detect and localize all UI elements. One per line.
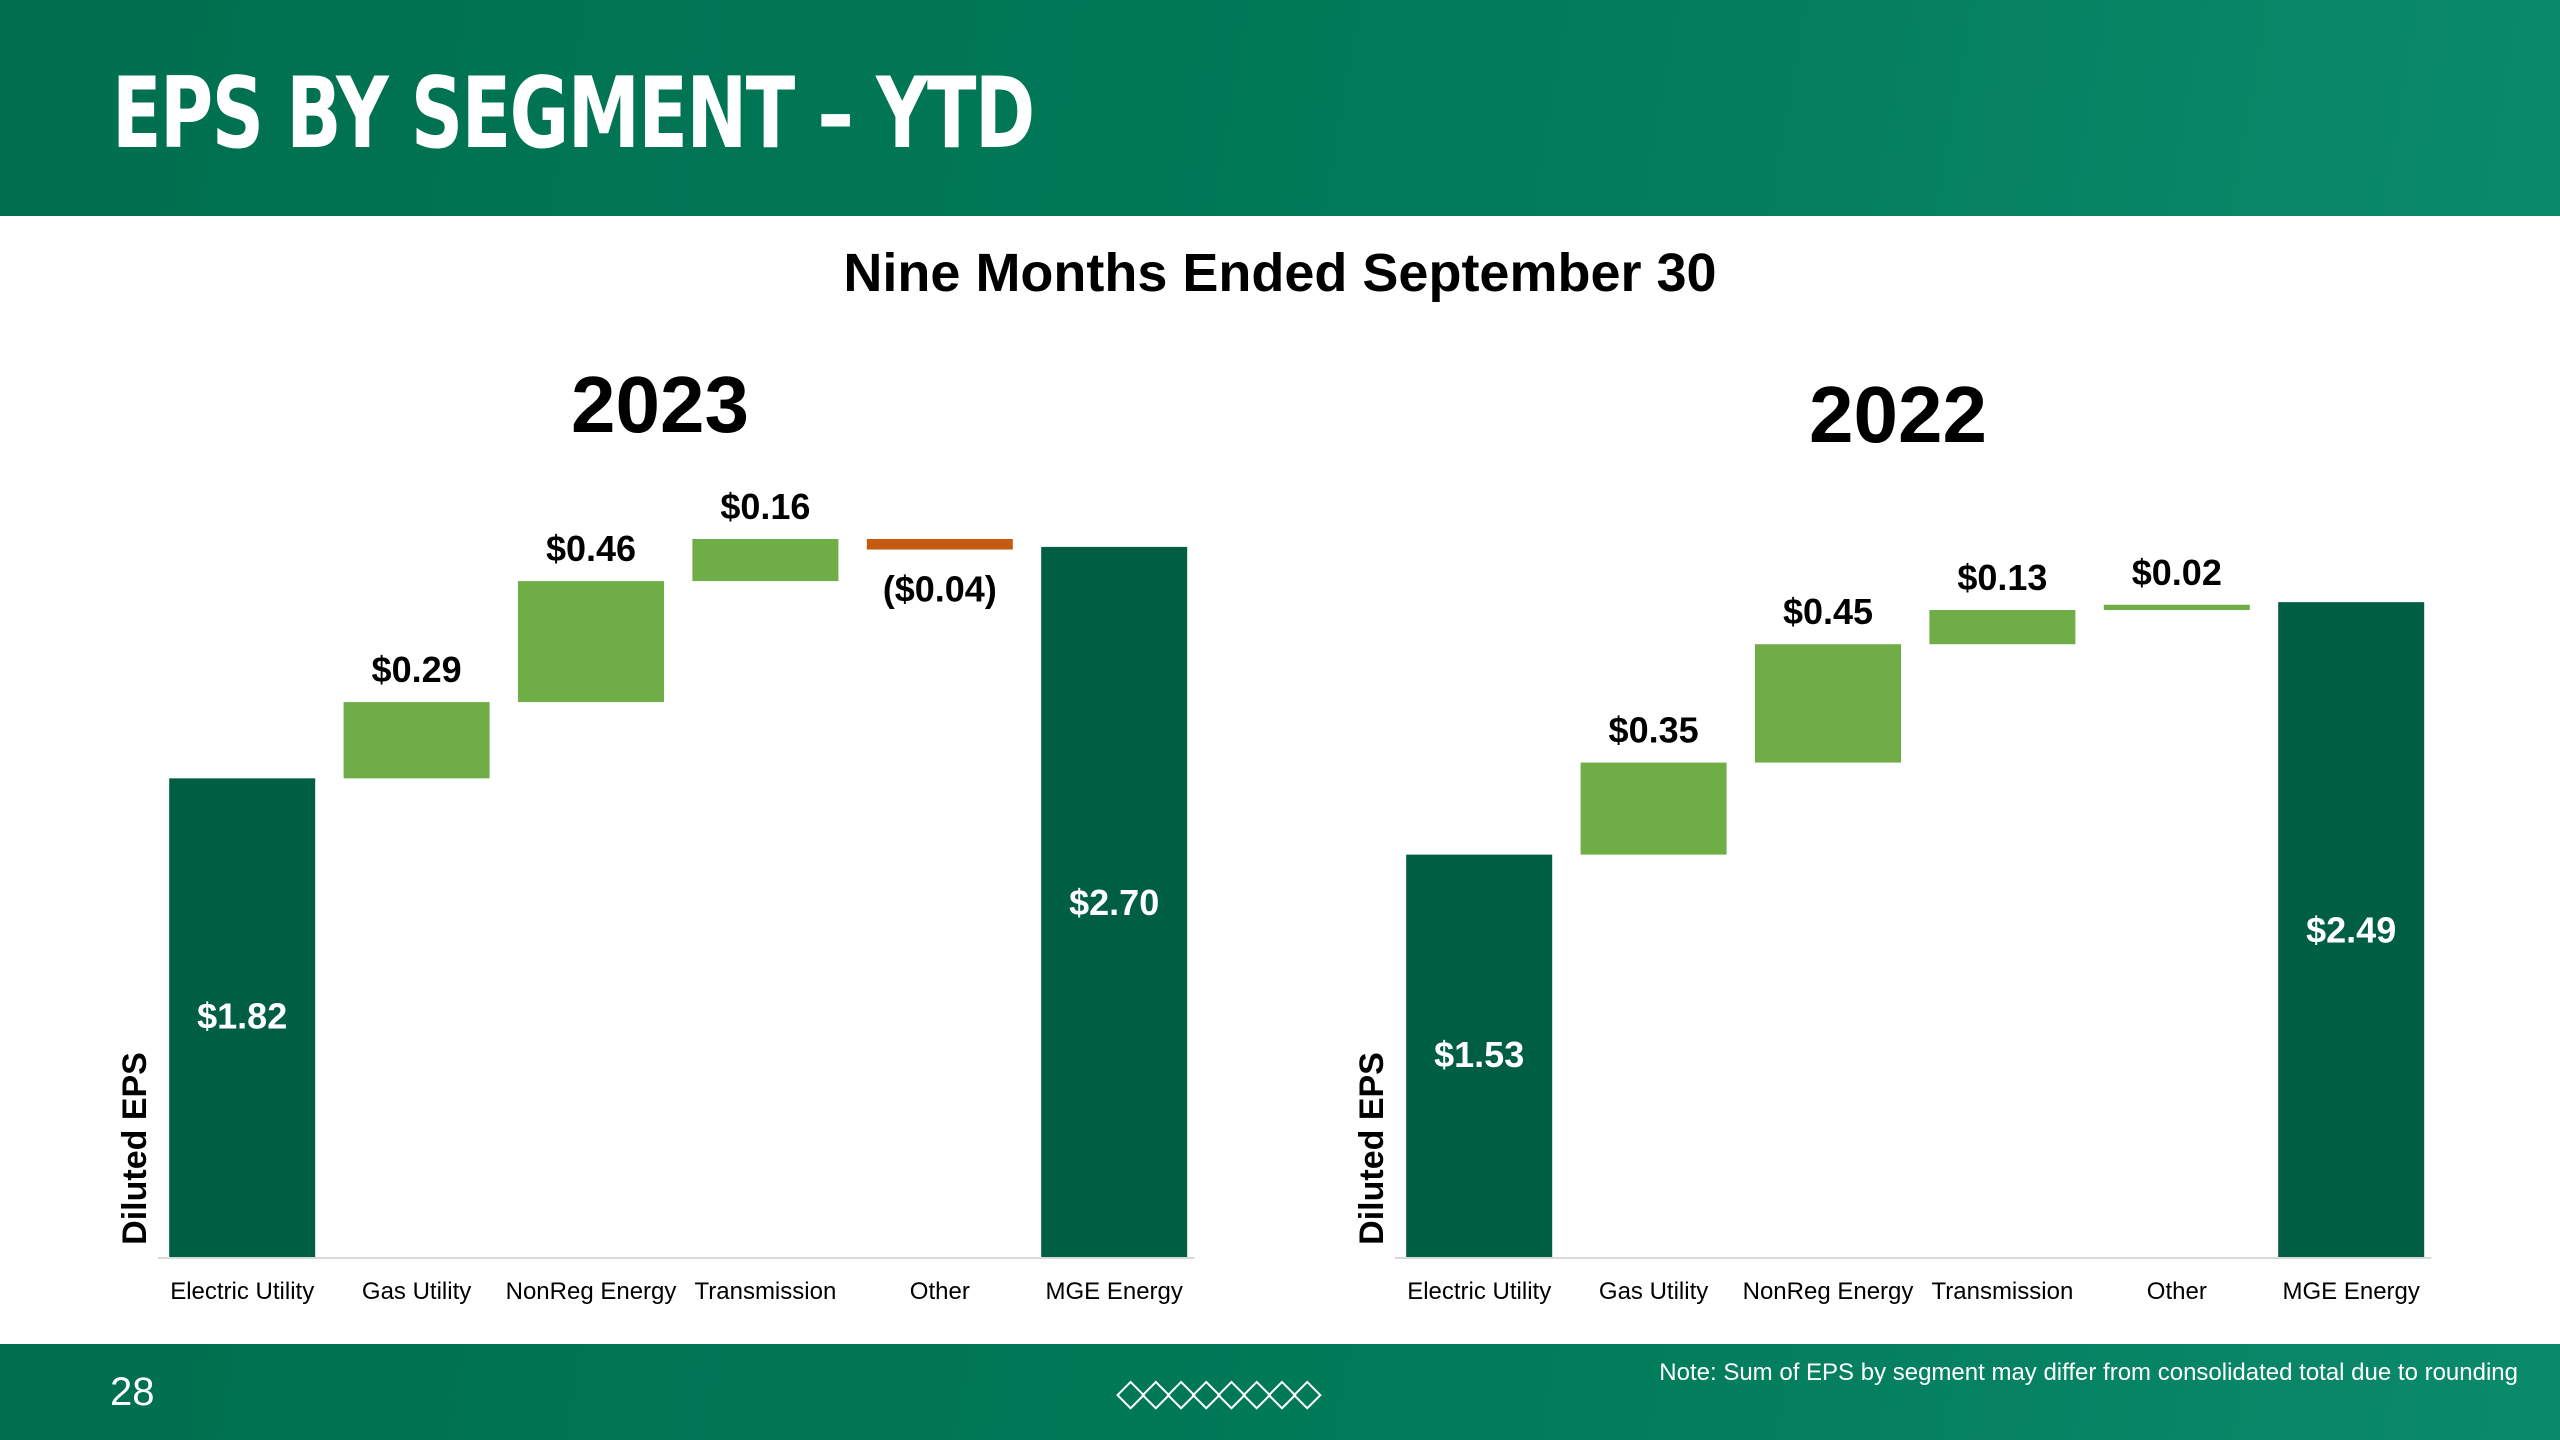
data-label: ($0.04) — [883, 569, 997, 610]
bar-gas-utility — [343, 702, 490, 779]
category-label: Electric Utility — [1407, 1278, 1551, 1305]
bar-electric-utility — [169, 778, 316, 1257]
data-label: $0.02 — [2132, 552, 2222, 593]
y-axis-label: Diluted EPS — [116, 1052, 154, 1245]
chart-title-2022: 2022 — [1809, 370, 1987, 459]
data-label: $1.82 — [197, 995, 287, 1036]
data-label: $1.53 — [1434, 1034, 1524, 1075]
category-label: Other — [2147, 1278, 2207, 1305]
category-label: NonReg Energy — [506, 1278, 677, 1305]
data-label: $0.16 — [720, 486, 810, 527]
bar-other — [2103, 604, 2250, 611]
category-label: NonReg Energy — [1743, 1278, 1914, 1305]
data-label: $0.13 — [1957, 557, 2047, 598]
bar-transmission — [1929, 610, 2076, 645]
page-number: 28 — [110, 1370, 155, 1414]
data-label: $2.49 — [2306, 910, 2396, 951]
data-label: $0.45 — [1783, 591, 1873, 632]
footnote: Note: Sum of EPS by segment may differ f… — [1659, 1359, 2518, 1386]
bar-other — [866, 539, 1013, 550]
category-label: MGE Energy — [2283, 1278, 2420, 1305]
data-label: $0.35 — [1609, 710, 1699, 751]
category-label: Electric Utility — [170, 1278, 314, 1305]
category-label: Transmission — [694, 1278, 836, 1305]
bar-mge-energy — [2278, 602, 2425, 1257]
footer-bar — [0, 1344, 2560, 1440]
chart-title-2023: 2023 — [571, 360, 749, 449]
category-label: Other — [910, 1278, 970, 1305]
bar-nonreg-energy — [518, 581, 664, 703]
y-axis-label: Diluted EPS — [1353, 1052, 1391, 1245]
header-bar — [0, 0, 2560, 216]
chart-subtitle: Nine Months Ended September 30 — [843, 243, 1717, 303]
data-label: $0.46 — [546, 528, 636, 569]
diamond-decoration: ◇◇◇◇◇◇◇◇ — [1116, 1370, 1322, 1414]
category-label: Transmission — [1931, 1278, 2073, 1305]
data-label: $0.29 — [372, 649, 462, 690]
category-label: Gas Utility — [1599, 1278, 1708, 1305]
bar-mge-energy — [1041, 546, 1188, 1257]
category-label: MGE Energy — [1046, 1278, 1183, 1305]
bar-electric-utility — [1406, 854, 1553, 1257]
page-title: EPS BY SEGMENT – YTD — [112, 57, 1035, 171]
data-label: $2.70 — [1069, 882, 1159, 923]
category-label: Gas Utility — [362, 1278, 471, 1305]
bar-transmission — [692, 539, 839, 582]
bar-gas-utility — [1580, 762, 1727, 855]
bar-nonreg-energy — [1755, 644, 1901, 763]
